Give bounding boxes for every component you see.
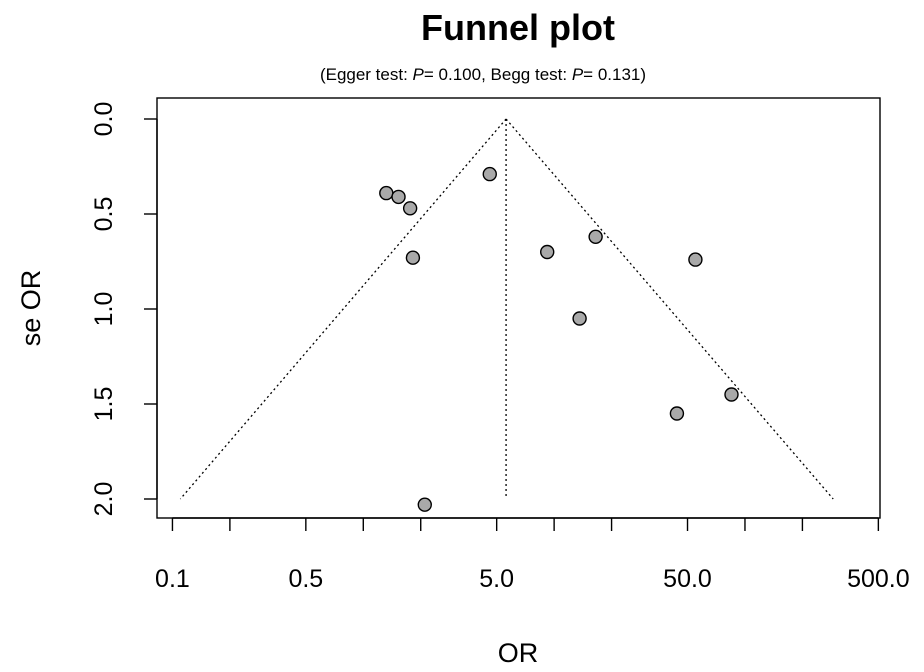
subtitle-egger-p-value: = 0.100 [424,65,481,84]
y-tick-label: 1.5 [90,387,118,422]
data-point [724,387,739,402]
chart-title: Funnel plot [421,7,615,48]
data-point [379,185,394,201]
data-point [688,252,703,267]
x-tick-label: 0.5 [288,565,323,593]
data-point [572,311,587,326]
y-tick-label: 2.0 [90,482,118,517]
data-point [482,166,497,182]
data-point [391,189,406,205]
data-point [588,229,603,245]
x-tick-label: 50.0 [663,565,712,593]
y-tick-label: 0.5 [90,197,118,232]
subtitle-begg-p-label: P [572,65,584,84]
data-points [379,166,739,512]
funnel-line-left [179,118,507,500]
chart-subtitle: (Egger test: P= 0.100, Begg test: P= 0.1… [320,65,646,84]
plot-area-frame [156,97,881,519]
data-point [540,244,555,260]
y-axis-label: se OR [16,270,46,347]
subtitle-suffix: ) [640,65,646,84]
x-tick-label: 0.1 [155,565,190,593]
subtitle-begg-p-value: = 0.131 [583,65,640,84]
funnel-lines [179,118,834,500]
data-point [402,201,418,216]
data-point [417,497,432,512]
data-point [405,250,421,265]
data-point [669,406,685,421]
subtitle-middle: , Begg test: [481,65,572,84]
funnel-line-right [505,118,834,500]
x-axis: 0.1 0.5 5.0 50.0 500.0 [155,517,910,593]
y-tick-label: 1.0 [90,292,118,327]
subtitle-egger-p-label: P [413,65,425,84]
x-axis-label: OR [498,638,539,668]
subtitle-prefix: (Egger test: [320,65,413,84]
y-tick-label: 0.0 [90,102,118,137]
x-tick-label: 500.0 [847,565,910,593]
y-axis: 0.0 0.5 1.0 1.5 2.0 [90,102,158,517]
x-tick-label: 5.0 [479,565,514,593]
